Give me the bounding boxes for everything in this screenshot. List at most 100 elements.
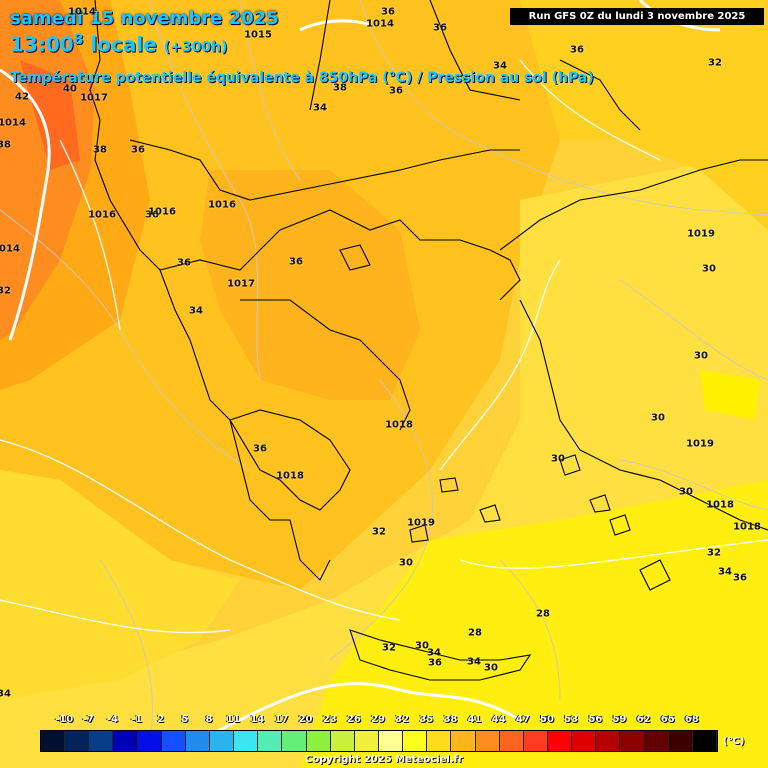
color-swatch: [572, 731, 597, 751]
pressure-label: 1019: [686, 438, 714, 450]
time-suffix: locale: [83, 32, 157, 57]
color-swatch: [644, 731, 669, 751]
color-swatch: [354, 731, 379, 751]
color-swatch: [499, 731, 524, 751]
color-swatch: [185, 731, 210, 751]
temp-label: 36: [131, 144, 145, 156]
temp-label: 40: [63, 83, 77, 95]
color-swatch: [668, 731, 693, 751]
time-value: 13:00: [10, 32, 74, 57]
temp-label: 30: [484, 662, 498, 674]
legend-unit: (°C): [723, 736, 745, 747]
legend-tick: -1: [131, 714, 143, 725]
temp-label: 30: [651, 412, 665, 424]
legend-tick: 62: [636, 714, 651, 725]
legend-tick: 44: [491, 714, 506, 725]
temp-label: 36: [433, 22, 447, 34]
pressure-label: 1016: [148, 206, 176, 218]
temp-label: 36: [381, 6, 395, 18]
temp-label: 28: [536, 608, 550, 620]
temp-label: 30: [694, 350, 708, 362]
temp-label: 36: [253, 443, 267, 455]
legend-tick: 56: [588, 714, 603, 725]
time-sup: 8: [73, 32, 84, 48]
color-swatch: [547, 731, 573, 751]
legend-tick: 29: [371, 714, 385, 725]
temp-label: 36: [145, 209, 159, 221]
pressure-label: 1019: [687, 228, 715, 240]
color-swatch: [620, 731, 645, 751]
color-swatch: [234, 731, 259, 751]
legend-tick: 14: [250, 714, 265, 725]
zone-32c-east: [700, 370, 760, 420]
pressure-label: 1018: [706, 499, 734, 511]
temp-label: 32: [707, 547, 721, 559]
pressure-label: 1016: [88, 209, 116, 221]
temp-label: 38: [93, 144, 107, 156]
temp-label: 34: [493, 60, 507, 72]
temp-label: 34: [467, 656, 481, 668]
legend-tick: 41: [467, 714, 482, 725]
color-swatch: [427, 731, 452, 751]
forecast-time: 13:008 locale (+300h): [10, 32, 227, 57]
temp-label: 32: [0, 285, 11, 297]
run-info: Run GFS 0Z du lundi 3 novembre 2025: [510, 8, 764, 25]
parameter-title: Température potentielle équivalente à 85…: [10, 70, 594, 86]
temp-label: 34: [313, 102, 327, 114]
temp-label: 34: [427, 647, 441, 659]
legend-tick: 2: [157, 714, 165, 725]
temp-label: 32: [372, 526, 386, 538]
legend-tick: -10: [55, 714, 74, 725]
coastlines-borders: [89, 0, 768, 681]
legend-tick: 5: [181, 714, 189, 725]
color-swatch: [475, 731, 500, 751]
forecast-date: samedi 15 novembre 2025: [10, 8, 279, 29]
color-swatch: [523, 731, 548, 751]
temp-label: 32: [708, 57, 722, 69]
zone-ne: [520, 0, 768, 230]
temp-label: 28: [468, 627, 482, 639]
isobars: [0, 0, 768, 741]
legend-tick: -4: [106, 714, 118, 725]
legend-tick: 32: [395, 714, 410, 725]
pressure-label: 1014: [366, 18, 394, 30]
pressure-label: 1019: [407, 517, 435, 529]
zone-sw: [0, 470, 240, 700]
pressure-label: 1014: [68, 6, 96, 18]
pressure-label: 1014: [0, 117, 26, 129]
color-swatch: [451, 731, 476, 751]
legend-tick: 59: [612, 714, 627, 725]
temp-label: 36: [289, 256, 303, 268]
temp-label: 30: [415, 640, 429, 652]
forecast-hour: (+300h): [163, 39, 228, 56]
legend-tick: 50: [540, 714, 554, 725]
temp-label: 34: [0, 688, 11, 700]
pressure-label: 1017: [80, 92, 108, 104]
temp-label: 34: [718, 566, 732, 578]
temp-label: 34: [189, 305, 203, 317]
legend-tick: 65: [660, 714, 675, 725]
color-swatch: [306, 731, 331, 751]
temp-label: 38: [0, 139, 11, 151]
color-swatch: [330, 731, 355, 751]
color-swatch: [403, 731, 428, 751]
color-swatch: [65, 731, 90, 751]
pressure-label: 1014: [0, 243, 20, 255]
pressure-label: 1018: [276, 470, 304, 482]
color-swatch: [258, 731, 283, 751]
temp-label: 30: [679, 486, 693, 498]
temp-label: 36: [428, 657, 442, 669]
legend-tick: 35: [419, 714, 434, 725]
pressure-label: 1018: [385, 419, 413, 431]
temp-label: 36: [177, 257, 191, 269]
color-swatch: [41, 731, 66, 751]
legend-tick: 47: [515, 714, 530, 725]
legend-tick: -7: [82, 714, 94, 725]
legend-tick: 23: [322, 714, 337, 725]
legend-tick: 11: [226, 714, 241, 725]
copyright: Copyright 2025 Meteociel.fr: [305, 754, 463, 765]
color-swatch: [113, 731, 138, 751]
temp-label: 30: [702, 263, 716, 275]
color-swatch: [137, 731, 162, 751]
pressure-label: 1017: [227, 278, 255, 290]
